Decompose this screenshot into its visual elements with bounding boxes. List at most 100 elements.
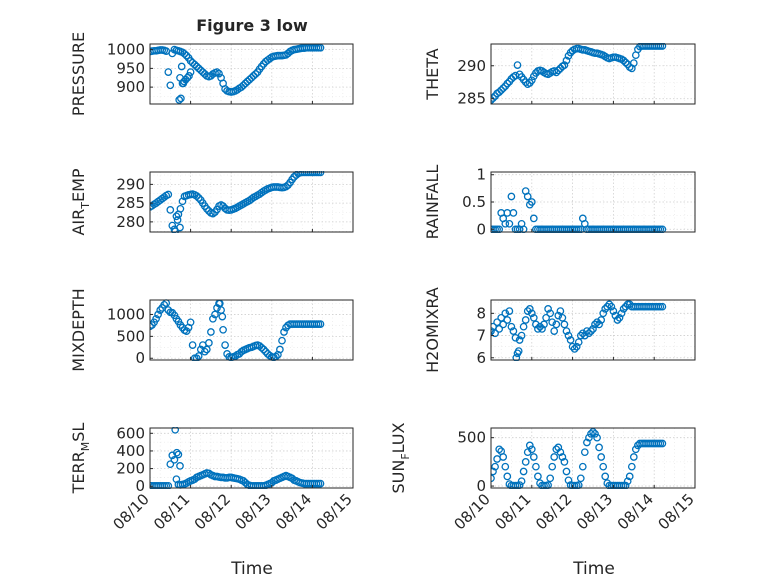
data-point — [178, 197, 187, 206]
data-point — [166, 460, 175, 469]
data-point — [247, 73, 256, 82]
data-point — [491, 329, 499, 338]
data-point — [512, 353, 521, 361]
data-point — [221, 341, 229, 349]
data-point — [548, 318, 557, 327]
y-tick-label: 285 — [116, 194, 145, 212]
data-series — [150, 43, 325, 104]
subplot-mixdepth: 0 500 1000 MIXDEPTH — [69, 288, 354, 372]
data-point — [593, 318, 601, 327]
data-point — [316, 43, 325, 52]
data-point — [554, 443, 563, 452]
data-point — [570, 345, 579, 353]
data-point — [182, 51, 191, 60]
data-point — [527, 76, 536, 85]
data-point — [176, 73, 184, 82]
data-point — [278, 336, 286, 345]
axes-frame — [490, 299, 696, 361]
x-tick-label: 08/15 — [313, 490, 356, 533]
data-point — [507, 192, 516, 201]
data-point — [560, 61, 569, 69]
data-point — [519, 467, 528, 476]
data-point — [534, 325, 542, 333]
data-point — [629, 453, 638, 461]
data-point — [615, 313, 624, 322]
data-point — [556, 448, 565, 457]
data-point — [251, 70, 260, 78]
data-point — [170, 455, 179, 464]
data-point — [562, 56, 571, 65]
data-point — [215, 69, 223, 78]
data-point — [177, 62, 186, 71]
data-point — [171, 427, 180, 434]
data-point — [202, 345, 211, 354]
y-tick-label: 290 — [116, 175, 145, 193]
data-series — [491, 300, 667, 361]
data-point — [597, 316, 606, 324]
y-tick-label: 6 — [476, 349, 486, 367]
data-point — [566, 336, 575, 344]
data-point — [179, 79, 188, 88]
data-point — [491, 96, 495, 104]
data-point — [554, 66, 563, 75]
data-point — [249, 72, 258, 80]
data-point — [239, 81, 248, 90]
data-point — [572, 342, 581, 351]
y-tick-label: 200 — [116, 460, 145, 478]
data-point — [152, 314, 160, 323]
y-tick-label: 7 — [476, 327, 486, 345]
data-point — [205, 469, 213, 478]
data-point — [568, 342, 577, 351]
data-point — [316, 479, 325, 488]
data-point — [491, 327, 495, 335]
y-tick-label: 1 — [476, 166, 486, 184]
data-point — [558, 453, 567, 461]
y-axis-label: MIXDEPTH — [69, 288, 88, 371]
data-point — [605, 300, 614, 309]
data-point — [517, 477, 526, 486]
data-point — [550, 453, 559, 461]
data-point — [219, 325, 227, 334]
y-tick-label: 0 — [476, 477, 486, 495]
x-tick-label: 08/12 — [532, 490, 575, 533]
data-point — [209, 314, 217, 323]
data-point — [658, 43, 667, 50]
data-point — [497, 86, 506, 95]
x-tick-label: 08/10 — [451, 490, 494, 533]
data-point — [241, 79, 250, 88]
data-point — [517, 331, 526, 340]
data-point — [619, 305, 628, 313]
data-point — [176, 223, 184, 232]
data-point — [194, 194, 203, 202]
data-point — [282, 182, 290, 191]
data-point — [503, 79, 512, 88]
x-axis-label-left: Time — [230, 559, 273, 579]
x-tick-label: 08/11 — [491, 490, 534, 533]
y-tick-label: 0 — [135, 349, 145, 367]
data-point — [617, 309, 626, 318]
data-point — [587, 429, 595, 438]
data-point — [658, 439, 667, 448]
data-point — [491, 462, 499, 471]
data-point — [192, 62, 201, 71]
data-point — [509, 209, 518, 217]
data-point — [519, 322, 528, 331]
data-point — [619, 56, 628, 65]
data-point — [580, 448, 589, 457]
data-point — [276, 345, 284, 354]
data-point — [213, 68, 221, 76]
data-point — [631, 445, 640, 454]
data-series — [150, 299, 325, 361]
data-point — [503, 209, 512, 217]
y-tick-label: 0.5 — [462, 193, 486, 211]
data-point — [164, 68, 173, 76]
data-point — [175, 96, 184, 104]
data-point — [627, 462, 636, 471]
data-point — [576, 474, 585, 483]
data-series — [491, 43, 667, 104]
subplot-rainfall: 0 0.5 1 RAINFALL — [423, 165, 696, 239]
y-axis-label: H2OMIXRA — [423, 287, 442, 373]
data-point — [589, 428, 597, 436]
